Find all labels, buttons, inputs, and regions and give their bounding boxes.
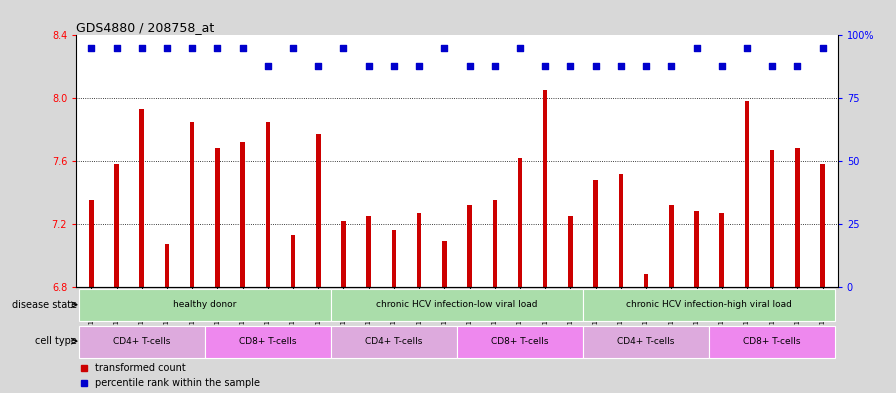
Point xyxy=(538,62,553,69)
Bar xyxy=(644,274,649,286)
Bar xyxy=(115,164,119,286)
Bar xyxy=(205,325,331,358)
Point xyxy=(740,45,754,51)
Bar xyxy=(79,289,331,321)
Point xyxy=(815,45,830,51)
Bar xyxy=(316,134,321,286)
Bar xyxy=(417,213,421,286)
Bar xyxy=(79,325,205,358)
Bar xyxy=(745,101,749,286)
Bar xyxy=(694,211,699,286)
Bar xyxy=(215,149,220,286)
Point xyxy=(664,62,678,69)
Point xyxy=(84,45,99,51)
Point xyxy=(790,62,805,69)
Text: CD4+ T-cells: CD4+ T-cells xyxy=(617,337,675,345)
Bar xyxy=(89,200,93,286)
Bar xyxy=(821,164,825,286)
Point xyxy=(614,62,628,69)
Bar xyxy=(618,174,623,286)
Text: CD4+ T-cells: CD4+ T-cells xyxy=(113,337,170,345)
Bar xyxy=(493,200,497,286)
Point xyxy=(589,62,603,69)
Bar xyxy=(442,241,446,286)
Point xyxy=(437,45,452,51)
Bar xyxy=(331,289,583,321)
Point xyxy=(159,45,174,51)
Bar xyxy=(518,158,522,286)
Bar xyxy=(568,216,573,286)
Text: CD4+ T-cells: CD4+ T-cells xyxy=(366,337,423,345)
Point xyxy=(412,62,426,69)
Bar xyxy=(291,235,296,286)
Point xyxy=(236,45,250,51)
Bar xyxy=(719,213,724,286)
Bar xyxy=(583,289,835,321)
Bar xyxy=(392,230,396,286)
Text: GDS4880 / 208758_at: GDS4880 / 208758_at xyxy=(76,21,214,34)
Text: CD8+ T-cells: CD8+ T-cells xyxy=(491,337,548,345)
Point xyxy=(487,62,502,69)
Point xyxy=(286,45,300,51)
Point xyxy=(134,45,149,51)
Bar xyxy=(240,142,245,286)
Bar xyxy=(366,216,371,286)
Text: transformed count: transformed count xyxy=(95,363,186,373)
Point xyxy=(564,62,578,69)
Text: chronic HCV infection-high viral load: chronic HCV infection-high viral load xyxy=(626,300,792,309)
Text: cell type: cell type xyxy=(35,336,77,346)
Point xyxy=(387,62,401,69)
Point xyxy=(765,62,780,69)
Bar xyxy=(165,244,169,286)
Point xyxy=(311,62,325,69)
Bar xyxy=(140,109,144,286)
Point xyxy=(261,62,275,69)
Point xyxy=(513,45,527,51)
Point xyxy=(109,45,124,51)
Text: CD8+ T-cells: CD8+ T-cells xyxy=(239,337,297,345)
Point xyxy=(336,45,350,51)
Bar xyxy=(795,149,799,286)
Text: chronic HCV infection-low viral load: chronic HCV infection-low viral load xyxy=(376,300,538,309)
Point xyxy=(689,45,703,51)
Bar xyxy=(583,325,709,358)
Bar xyxy=(593,180,598,286)
Bar xyxy=(669,205,674,286)
Point xyxy=(639,62,653,69)
Bar xyxy=(190,122,194,286)
Bar xyxy=(770,150,774,286)
Text: CD8+ T-cells: CD8+ T-cells xyxy=(744,337,801,345)
Bar xyxy=(709,325,835,358)
Bar xyxy=(543,90,547,286)
Bar xyxy=(457,325,583,358)
Bar xyxy=(265,122,270,286)
Text: healthy donor: healthy donor xyxy=(173,300,237,309)
Point xyxy=(185,45,199,51)
Bar xyxy=(331,325,457,358)
Point xyxy=(211,45,225,51)
Text: percentile rank within the sample: percentile rank within the sample xyxy=(95,378,260,387)
Text: disease state: disease state xyxy=(12,300,77,310)
Bar xyxy=(468,205,472,286)
Point xyxy=(715,62,729,69)
Point xyxy=(462,62,477,69)
Point xyxy=(361,62,375,69)
Bar xyxy=(341,220,346,286)
